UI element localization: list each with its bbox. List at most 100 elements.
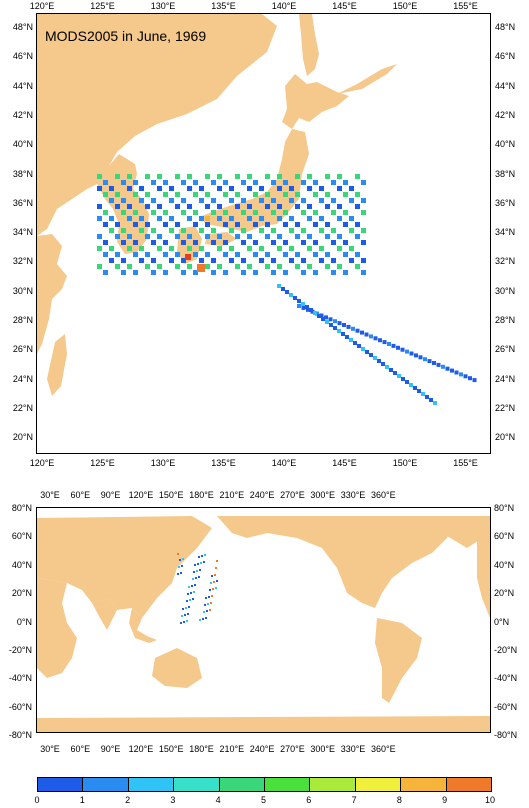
tick-label: 180°E — [189, 490, 214, 500]
map-title: MODS2005 in June, 1969 — [45, 28, 207, 44]
observation-cell — [307, 204, 312, 209]
observation-cell — [103, 222, 108, 227]
observation-cell — [133, 270, 138, 275]
observation-cell — [109, 198, 114, 203]
observation-cell — [349, 186, 354, 191]
observation-cell — [204, 554, 206, 556]
observation-cell — [241, 258, 246, 263]
observation-cell — [157, 204, 162, 209]
observation-cell — [157, 234, 162, 239]
observation-cell — [157, 264, 162, 269]
observation-cell — [109, 186, 114, 191]
observation-cell — [211, 180, 216, 185]
observation-cell — [253, 192, 258, 197]
observation-grid — [97, 174, 477, 405]
colorbar-label: 7 — [351, 795, 357, 805]
observation-cell — [259, 246, 264, 251]
tick-label: 24°N — [495, 373, 516, 384]
observation-cell — [133, 222, 138, 227]
observation-cell — [364, 332, 369, 337]
observation-cell — [169, 198, 174, 203]
observation-cell — [192, 598, 194, 600]
observation-cell — [151, 210, 156, 215]
observation-cell — [259, 258, 264, 263]
observation-cell — [400, 347, 405, 352]
colorbar-label: 3 — [170, 795, 176, 805]
colorbar-segment — [401, 778, 447, 791]
observation-cell — [355, 264, 360, 269]
observation-cell — [193, 222, 198, 227]
observation-cell — [185, 254, 191, 260]
observation-cell — [229, 258, 234, 263]
observation-cell — [103, 240, 108, 245]
observation-cell — [373, 356, 377, 360]
observation-cell — [185, 607, 187, 609]
observation-cell — [109, 246, 114, 251]
observation-cell — [325, 252, 330, 257]
observation-cell — [319, 246, 324, 251]
observation-cell — [175, 252, 180, 257]
observation-cell — [121, 270, 126, 275]
observation-cell — [436, 362, 441, 367]
observation-cell — [307, 216, 312, 221]
observation-cell — [163, 222, 168, 227]
observation-cell — [103, 192, 108, 197]
observation-cell — [121, 198, 126, 203]
land-se-asia — [129, 608, 157, 643]
observation-cell — [215, 567, 217, 569]
observation-cell — [196, 570, 198, 572]
observation-cell — [382, 340, 387, 345]
observation-cell — [365, 350, 369, 354]
observation-cell — [133, 240, 138, 245]
observation-cell — [184, 614, 186, 616]
observation-cell — [215, 587, 217, 589]
observation-cell — [235, 174, 240, 179]
observation-cell — [301, 305, 306, 310]
observation-cell — [223, 252, 228, 257]
observation-cell — [328, 317, 333, 322]
observation-cell — [180, 622, 182, 624]
observation-cell — [277, 264, 282, 269]
observation-cell — [307, 264, 312, 269]
observation-cell — [151, 180, 156, 185]
tick-label: -40°N — [494, 673, 518, 684]
observation-cell — [253, 270, 258, 275]
observation-cell — [355, 204, 360, 209]
observation-cell — [175, 174, 180, 179]
observation-cell — [361, 240, 366, 245]
tick-label: 330°E — [340, 744, 366, 754]
observation-cell — [139, 216, 144, 221]
observation-cell — [331, 228, 336, 233]
colorbar-label: 4 — [215, 795, 221, 805]
observation-cell — [325, 222, 330, 227]
observation-cell — [345, 335, 349, 339]
observation-cell — [209, 609, 211, 611]
tick-label: 60°N — [11, 531, 32, 542]
observation-cell — [139, 258, 144, 263]
tick-label: 145°E — [332, 1, 357, 11]
observation-cell — [355, 328, 360, 333]
colorbar-label: 1 — [79, 795, 85, 805]
observation-cell — [175, 264, 180, 269]
observation-cell — [259, 186, 264, 191]
tick-label: 34°N — [12, 227, 33, 238]
global-map-panel — [36, 507, 491, 733]
observation-cell — [247, 234, 252, 239]
tick-label: 150°E — [392, 458, 418, 468]
observation-cell — [197, 563, 199, 565]
observation-cell — [259, 228, 264, 233]
observation-cell — [163, 180, 168, 185]
observation-cell — [459, 372, 463, 377]
observation-cell — [289, 228, 294, 233]
observation-cell — [349, 338, 353, 342]
observation-cell — [217, 246, 222, 251]
observation-cell — [373, 336, 378, 341]
observation-cell — [229, 186, 234, 191]
observation-cell — [313, 210, 318, 215]
tick-label: 30°E — [40, 490, 60, 500]
observation-cell — [193, 240, 198, 245]
land-kurils — [337, 64, 397, 94]
observation-cell — [253, 210, 258, 215]
observation-cell — [331, 270, 336, 275]
tick-label: 155°E — [453, 1, 478, 11]
